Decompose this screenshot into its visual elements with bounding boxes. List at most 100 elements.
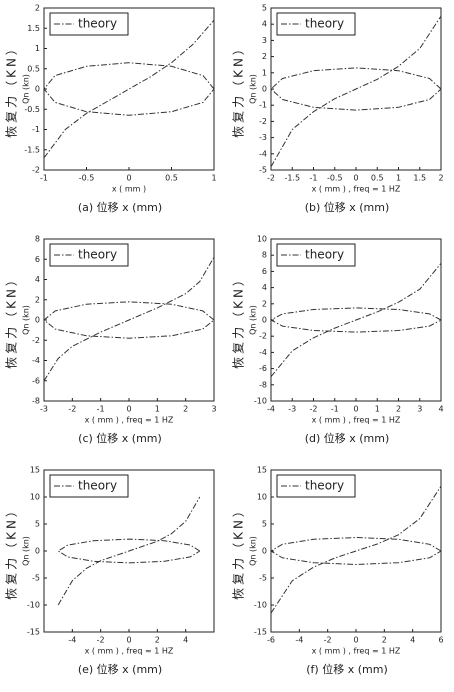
y-tick-label: -10 xyxy=(254,601,267,610)
side-label: 恢复力（KN） xyxy=(5,271,19,369)
legend-label: theory xyxy=(78,479,117,493)
y-tick-label: -2 xyxy=(32,336,40,345)
x-tick-label: 4 xyxy=(438,405,443,414)
x-tick-label: 2 xyxy=(438,174,443,183)
y-tick-label: 0 xyxy=(35,316,40,325)
legend-label: theory xyxy=(305,248,344,262)
y-tick-label: -2 xyxy=(259,117,267,126)
y-tick-label: -0.5 xyxy=(24,105,40,114)
y-axis-label: Qn (kn) xyxy=(22,305,31,335)
x-tick-label: 3 xyxy=(211,405,216,414)
y-tick-label: 0 xyxy=(262,547,267,556)
x-tick-label: -3 xyxy=(40,405,48,414)
side-label: 恢复力（KN） xyxy=(5,40,19,138)
y-tick-label: 5 xyxy=(35,520,40,529)
x-tick-label: 1 xyxy=(396,174,401,183)
x-tick-label: 0 xyxy=(126,405,131,414)
x-tick-label: -1 xyxy=(40,174,48,183)
caption: (d) 位移 x (mm) xyxy=(305,431,390,445)
caption: (b) 位移 x (mm) xyxy=(305,200,390,214)
data-line xyxy=(43,62,215,116)
legend-box xyxy=(49,474,129,498)
x-tick-label: -0.5 xyxy=(79,174,95,183)
y-tick-label: -1 xyxy=(32,125,40,134)
x-tick-label: -1 xyxy=(310,174,318,183)
x-tick-label: 0 xyxy=(353,174,358,183)
data-line xyxy=(270,67,442,111)
data-line xyxy=(57,496,201,606)
legend-label: theory xyxy=(78,17,117,31)
x-tick-label: -4 xyxy=(267,405,275,414)
x-tick-label: 2 xyxy=(396,405,401,414)
y-tick-label: -6 xyxy=(259,364,267,373)
y-tick-label: 1 xyxy=(262,68,267,77)
y-tick-label: -5 xyxy=(259,166,267,175)
y-tick-label: -2 xyxy=(32,166,40,175)
y-tick-label: 3 xyxy=(262,36,267,45)
y-axis-label: Qn (kn) xyxy=(249,305,258,335)
side-label: 恢复力（KN） xyxy=(5,502,19,600)
x-tick-label: -1 xyxy=(97,405,105,414)
x-tick-label: 0.5 xyxy=(165,174,178,183)
y-tick-label: -2 xyxy=(259,332,267,341)
x-axis-label: x ( mm ) xyxy=(112,185,146,194)
y-tick-label: -8 xyxy=(259,380,267,389)
x-tick-label: -3 xyxy=(288,405,296,414)
x-tick-label: 0 xyxy=(353,405,358,414)
y-tick-label: 10 xyxy=(257,493,267,502)
x-axis-label: x ( mm ) , freq = 1 HZ xyxy=(312,416,401,425)
legend-label: theory xyxy=(305,17,344,31)
x-axis-label: x ( mm ) , freq = 1 HZ xyxy=(312,647,401,656)
y-tick-label: -3 xyxy=(259,133,267,142)
caption: (c) 位移 x (mm) xyxy=(78,431,162,445)
y-tick-label: 4 xyxy=(262,20,267,29)
y-axis-label: Qn (kn) xyxy=(22,74,31,104)
y-tick-label: -1 xyxy=(259,101,267,110)
y-tick-label: -10 xyxy=(254,397,267,406)
y-tick-label: 4 xyxy=(35,275,40,284)
x-tick-label: 1 xyxy=(375,405,380,414)
legend-box xyxy=(276,243,356,267)
side-label: 恢复力（KN） xyxy=(232,40,246,138)
data-line xyxy=(57,538,201,564)
y-tick-label: -4 xyxy=(259,348,267,357)
y-tick-label: 0 xyxy=(35,547,40,556)
caption: (f) 位移 x (mm) xyxy=(306,662,387,676)
legend-box xyxy=(276,474,356,498)
x-tick-label: -4 xyxy=(68,636,76,645)
data-line xyxy=(270,536,442,566)
y-axis-label: Qn (kn) xyxy=(249,536,258,566)
x-tick-label: 0 xyxy=(126,174,131,183)
data-line xyxy=(43,301,215,339)
y-tick-label: 6 xyxy=(35,255,40,264)
y-tick-label: 8 xyxy=(262,251,267,260)
legend-box xyxy=(49,243,129,267)
y-tick-label: -4 xyxy=(259,149,267,158)
y-tick-label: -1.5 xyxy=(24,145,40,154)
x-tick-label: 1 xyxy=(211,174,216,183)
x-tick-label: -2 xyxy=(68,405,76,414)
y-tick-label: 15 xyxy=(30,466,40,475)
x-tick-label: -1.5 xyxy=(284,174,300,183)
data-line xyxy=(270,15,442,168)
y-tick-label: -5 xyxy=(32,574,40,583)
x-tick-label: 2 xyxy=(382,636,387,645)
x-tick-label: 4 xyxy=(183,636,188,645)
y-tick-label: 10 xyxy=(30,493,40,502)
y-tick-label: -4 xyxy=(32,356,40,365)
y-tick-label: -6 xyxy=(32,376,40,385)
y-tick-label: 2 xyxy=(35,4,40,13)
x-tick-label: 1.5 xyxy=(413,174,426,183)
side-label: 恢复力（KN） xyxy=(232,271,246,369)
data-line xyxy=(270,485,442,614)
y-tick-label: 1.5 xyxy=(27,24,40,33)
x-tick-label: -4 xyxy=(295,636,303,645)
data-line xyxy=(43,256,215,382)
x-tick-label: -2 xyxy=(310,405,318,414)
x-tick-label: 4 xyxy=(410,636,415,645)
y-tick-label: 0 xyxy=(262,316,267,325)
y-axis-label: Qn (kn) xyxy=(22,536,31,566)
legend-label: theory xyxy=(78,248,117,262)
x-tick-label: 2 xyxy=(183,405,188,414)
x-tick-label: -2 xyxy=(97,636,105,645)
